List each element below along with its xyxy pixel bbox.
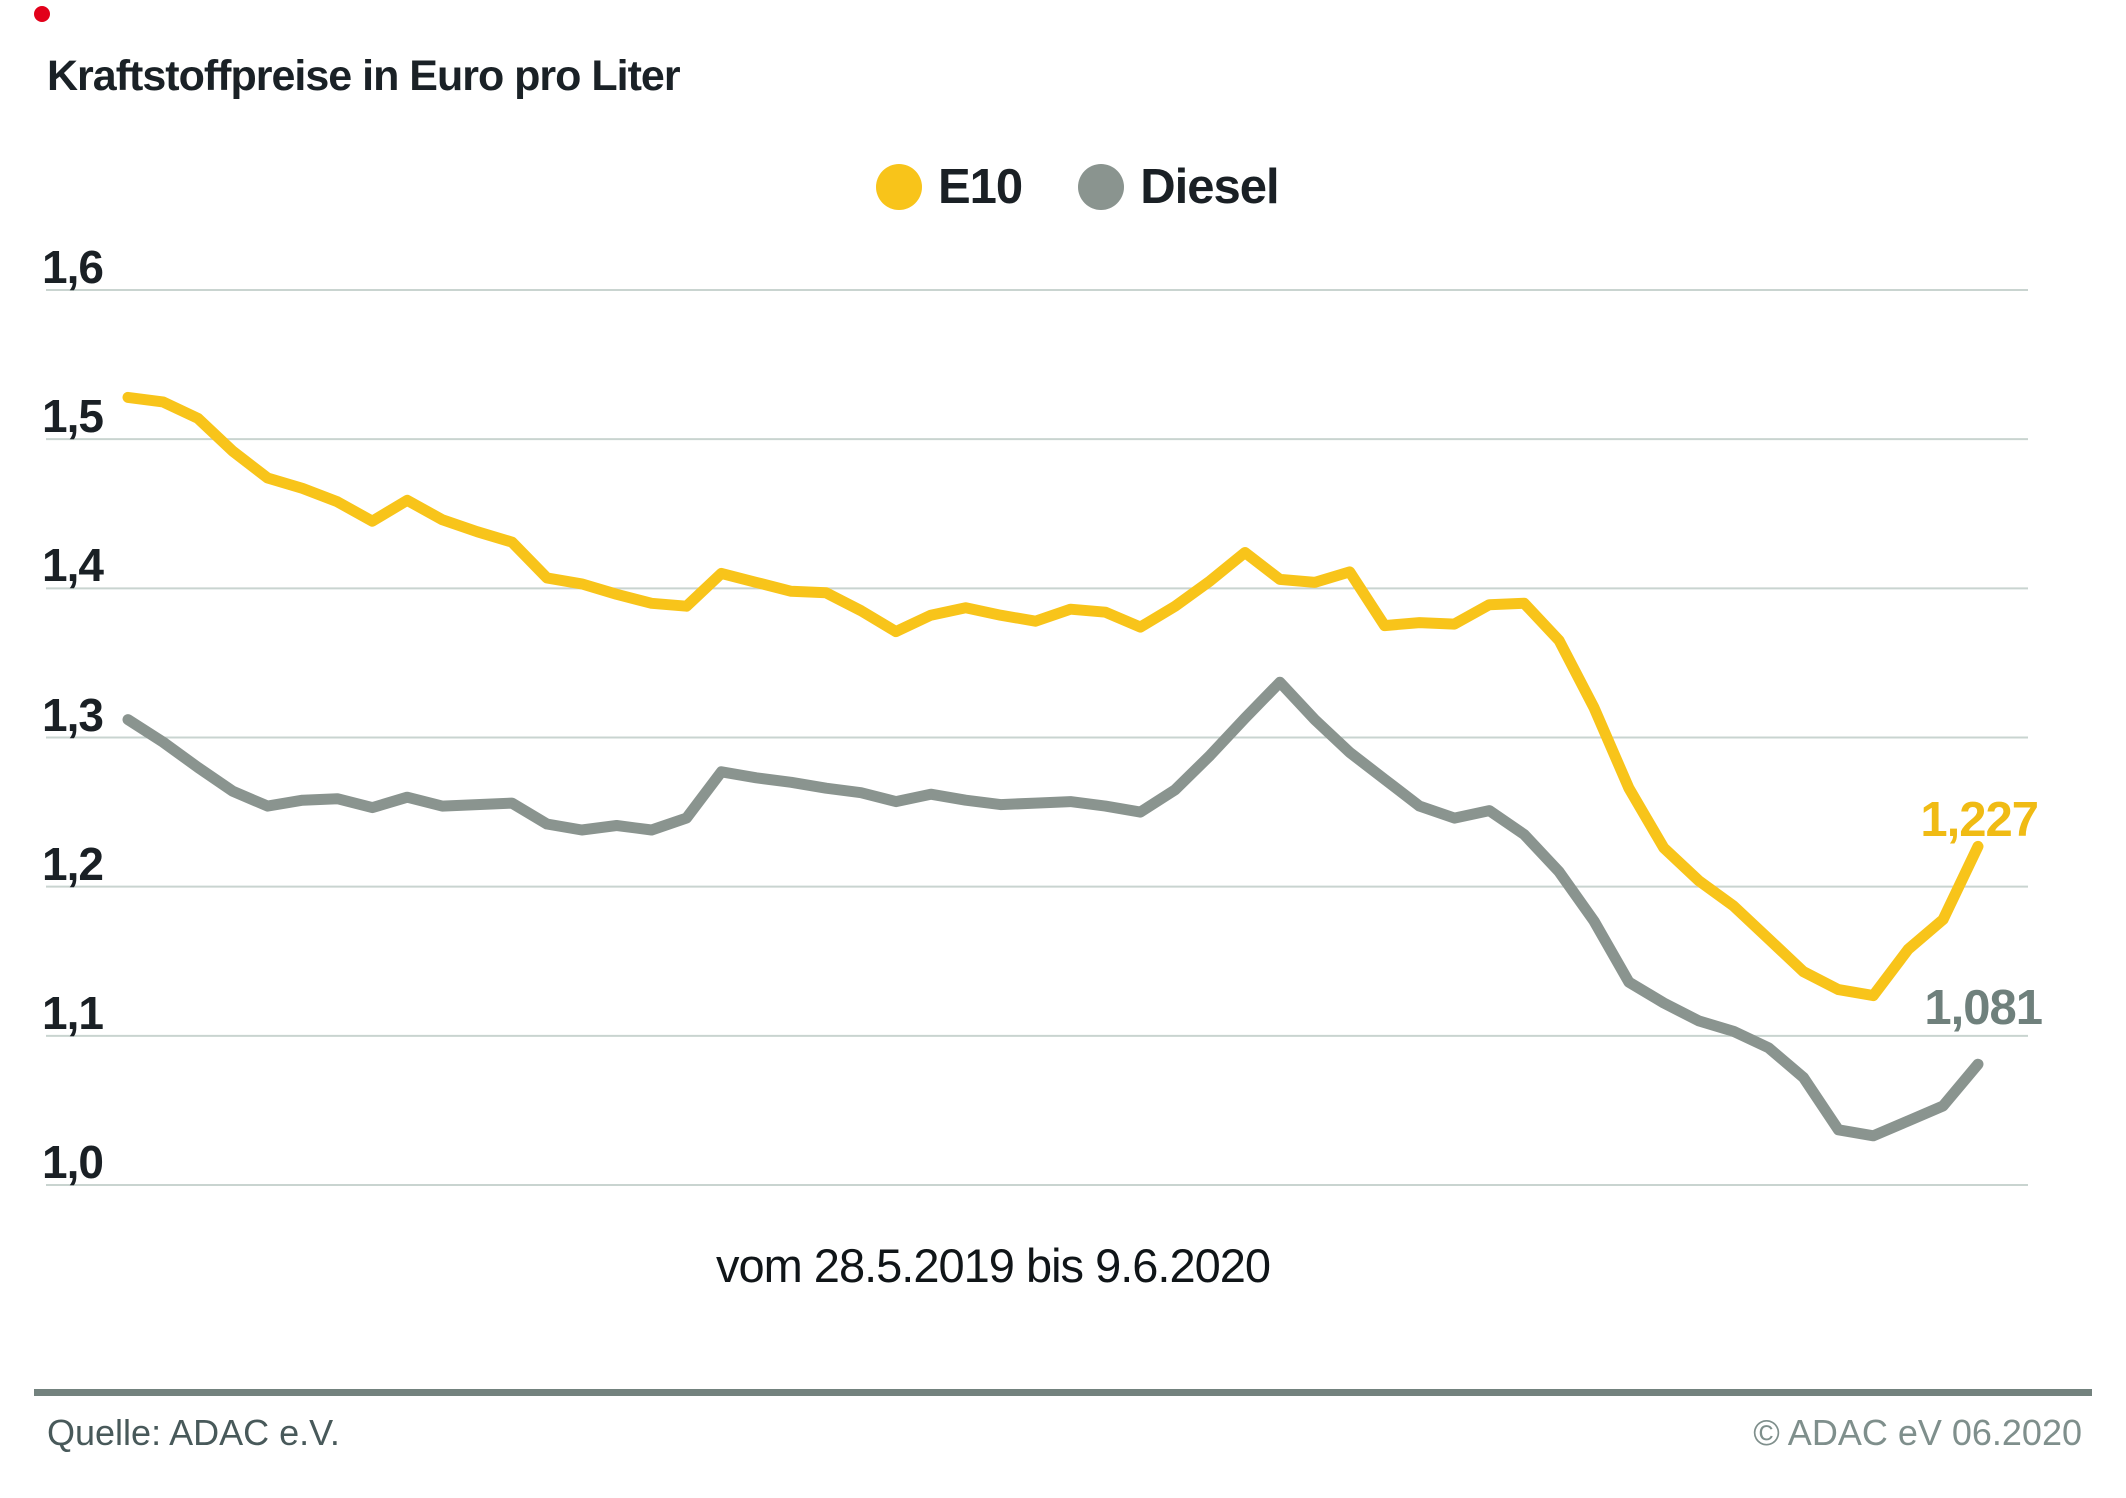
red-dot-mark xyxy=(34,6,50,22)
y-tick-label: 1,2 xyxy=(42,837,104,890)
x-axis-caption: vom 28.5.2019 bis 9.6.2020 xyxy=(715,1239,1271,1292)
footer-source: Quelle: ADAC e.V. xyxy=(47,1412,340,1453)
diesel-value-label: 1,081 xyxy=(1924,981,2043,1035)
diesel-line xyxy=(122,676,1984,1142)
e10-value-label: 1,227 xyxy=(1920,793,2039,847)
chart-title: Kraftstoffpreise in Euro pro Liter xyxy=(47,52,681,100)
legend: E10 Diesel xyxy=(876,160,1280,214)
footer-copyright: © ADAC eV 06.2020 xyxy=(1753,1412,2082,1453)
legend-label-diesel: Diesel xyxy=(1140,160,1279,214)
y-tick-label: 1,1 xyxy=(42,986,104,1039)
diesel-dot-icon xyxy=(1078,164,1125,210)
y-tick-label: 1,5 xyxy=(42,390,104,443)
legend-item-e10: E10 xyxy=(876,160,1023,214)
y-tick-label: 1,6 xyxy=(42,241,104,293)
y-tick-label: 1,4 xyxy=(42,539,104,592)
footer-divider xyxy=(34,1389,2092,1396)
e10-line xyxy=(122,391,1984,1002)
legend-label-e10: E10 xyxy=(938,160,1023,214)
e10-dot-icon xyxy=(876,164,922,210)
y-tick-label: 1,0 xyxy=(42,1136,104,1188)
y-tick-label: 1,3 xyxy=(42,688,104,741)
legend-item-diesel: Diesel xyxy=(1078,160,1280,214)
